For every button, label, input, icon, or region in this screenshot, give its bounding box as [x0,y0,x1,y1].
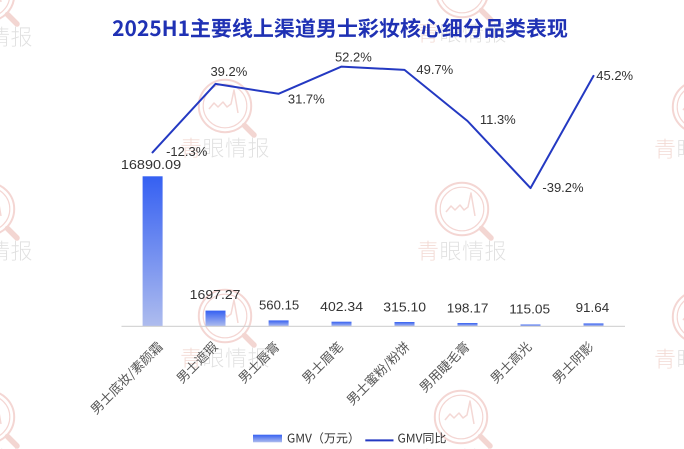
svg-text:11.3%: 11.3% [480,112,516,127]
svg-text:45.2%: 45.2% [596,68,633,83]
svg-text:39.2%: 39.2% [210,64,247,79]
svg-text:16890.09: 16890.09 [121,157,181,172]
svg-text:560.15: 560.15 [259,297,299,312]
svg-text:315.10: 315.10 [383,299,426,314]
svg-text:49.7%: 49.7% [416,62,453,77]
svg-text:115.05: 115.05 [509,301,550,316]
svg-text:91.64: 91.64 [576,300,610,315]
svg-text:-12.3%: -12.3% [166,144,208,159]
svg-text:-39.2%: -39.2% [542,180,584,195]
svg-text:198.17: 198.17 [447,300,489,315]
svg-text:52.2%: 52.2% [335,50,372,65]
svg-text:1697.27: 1697.27 [190,287,241,302]
svg-text:31.7%: 31.7% [288,92,325,107]
svg-text:402.34: 402.34 [320,299,363,314]
